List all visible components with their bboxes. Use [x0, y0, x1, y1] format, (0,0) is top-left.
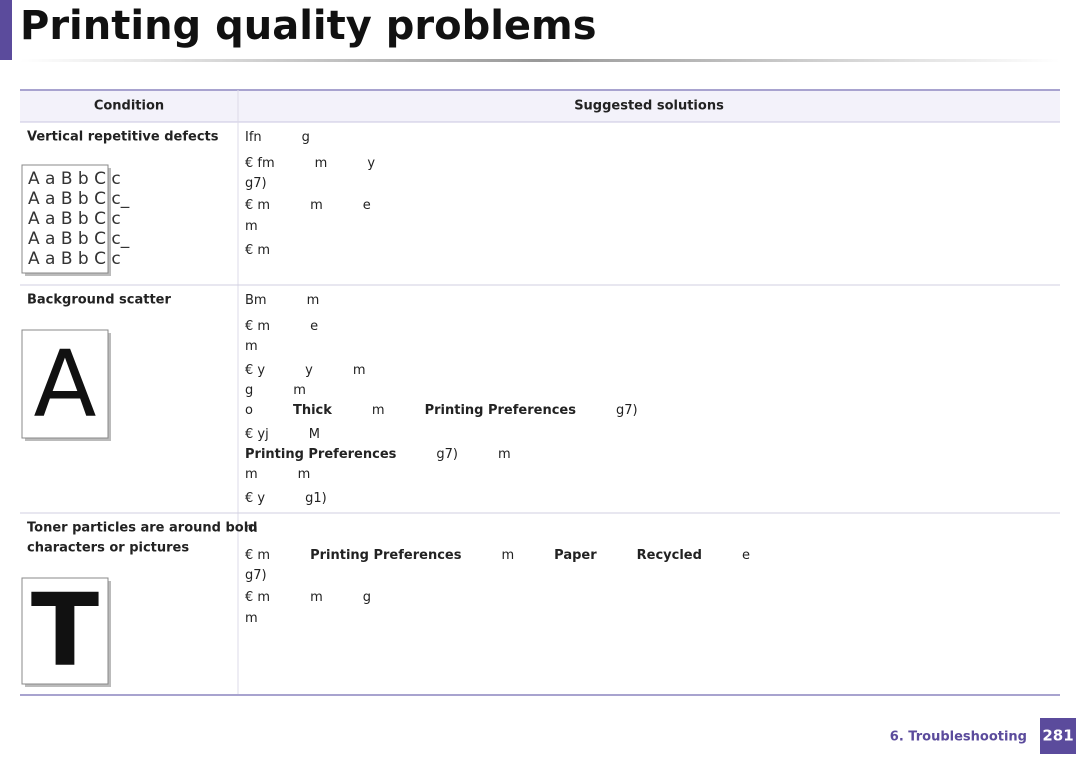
solution-text: e: [742, 548, 750, 563]
condition: characters or pictures: [27, 541, 189, 556]
solution-text: o: [245, 403, 253, 418]
sample-glyph: A: [34, 330, 97, 437]
sample-text: A a B b C c: [28, 209, 121, 229]
page-title: Printing quality problems: [20, 3, 597, 49]
solution-text: g: [363, 590, 371, 605]
table-header: [20, 90, 1060, 122]
solution-text: m: [245, 611, 258, 626]
solution-text: y: [305, 363, 313, 378]
solution-text: m: [245, 521, 258, 536]
condition: Vertical repetitive defects: [27, 130, 219, 145]
solution-text: g7): [245, 176, 267, 191]
sample-text: A a B b C c_: [28, 189, 130, 209]
solution-line: € m e: [245, 319, 318, 334]
solution-text: Thick: [293, 403, 332, 418]
condition: Toner particles are around bold: [27, 521, 257, 536]
solution-text: m: [298, 467, 311, 482]
solution-text: m: [245, 219, 258, 234]
solution-line: € m m g: [245, 590, 371, 605]
sample-text: A a B b C c_: [28, 229, 130, 249]
solution-line: Ifn g: [245, 130, 310, 145]
solution-text: g: [245, 383, 253, 398]
solution-line: € m Printing Preferences m Paper Recycled e: [245, 548, 750, 563]
solution-text: Bm: [245, 293, 267, 308]
solution-text: € m: [245, 590, 270, 605]
condition: Background scatter: [27, 293, 171, 308]
solution-text: y: [367, 156, 375, 171]
solution-line: g7): [245, 176, 267, 191]
sample-box: [21, 329, 109, 439]
page-badge: [1040, 718, 1076, 754]
solution-text: Recycled: [637, 548, 702, 563]
solution-line: € yj M: [245, 427, 320, 442]
solution-text: e: [310, 319, 318, 334]
solution-text: m: [245, 467, 258, 482]
column-header: Suggested solutions: [574, 99, 724, 114]
solution-text: g: [302, 130, 310, 145]
solution-text: Paper: [554, 548, 597, 563]
solution-line: g7): [245, 568, 267, 583]
solution-text: m: [310, 198, 323, 213]
solution-text: g1): [305, 491, 327, 506]
solution-text: m: [245, 339, 258, 354]
sample-box: [21, 164, 109, 274]
title-rule: [20, 59, 1060, 62]
solution-line: Printing Preferences g7) m: [245, 447, 511, 462]
solution-text: g7): [616, 403, 638, 418]
solution-text: m: [315, 156, 328, 171]
solution-text: € y: [245, 363, 265, 378]
solution-line: m: [245, 339, 258, 354]
sample-box: [21, 577, 109, 685]
solution-text: m: [372, 403, 385, 418]
solution-text: Printing Preferences: [425, 403, 577, 418]
sample-text: A a B b C c: [28, 249, 121, 269]
solution-line: m: [245, 611, 258, 626]
solution-text: g7): [245, 568, 267, 583]
solution-text: g7): [436, 447, 458, 462]
solution-line: m: [245, 219, 258, 234]
solution-text: € fm: [245, 156, 275, 171]
solution-line: € y y m: [245, 363, 365, 378]
solution-line: € m: [245, 243, 270, 258]
solution-line: € y g1): [245, 491, 327, 506]
page-number: 281: [1042, 727, 1073, 745]
solution-text: m: [293, 383, 306, 398]
sample-text: A a B b C c: [28, 169, 121, 189]
solution-text: m: [498, 447, 511, 462]
solution-text: € m: [245, 319, 270, 334]
solution-text: Printing Preferences: [245, 447, 397, 462]
solution-text: € y: [245, 491, 265, 506]
solution-text: M: [309, 427, 320, 442]
solution-text: m: [353, 363, 366, 378]
solution-text: e: [363, 198, 371, 213]
solution-line: o Thick m Printing Preferences g7): [245, 403, 638, 418]
title-bar: [0, 0, 12, 60]
solution-text: € m: [245, 243, 270, 258]
solution-line: m: [245, 521, 258, 536]
solution-line: Bm m: [245, 293, 319, 308]
solution-text: € m: [245, 548, 270, 563]
solution-text: m: [310, 590, 323, 605]
solution-text: Printing Preferences: [310, 548, 462, 563]
column-header: Condition: [94, 99, 164, 114]
solution-text: Ifn: [245, 130, 262, 145]
solution-text: € m: [245, 198, 270, 213]
solution-line: € m m e: [245, 198, 371, 213]
solution-text: m: [501, 548, 514, 563]
solution-text: m: [307, 293, 320, 308]
sample-glyph: T: [31, 571, 99, 688]
footer-section: 6. Troubleshooting: [890, 730, 1027, 745]
solution-line: € fm m y: [245, 156, 375, 171]
solution-text: € yj: [245, 427, 269, 442]
